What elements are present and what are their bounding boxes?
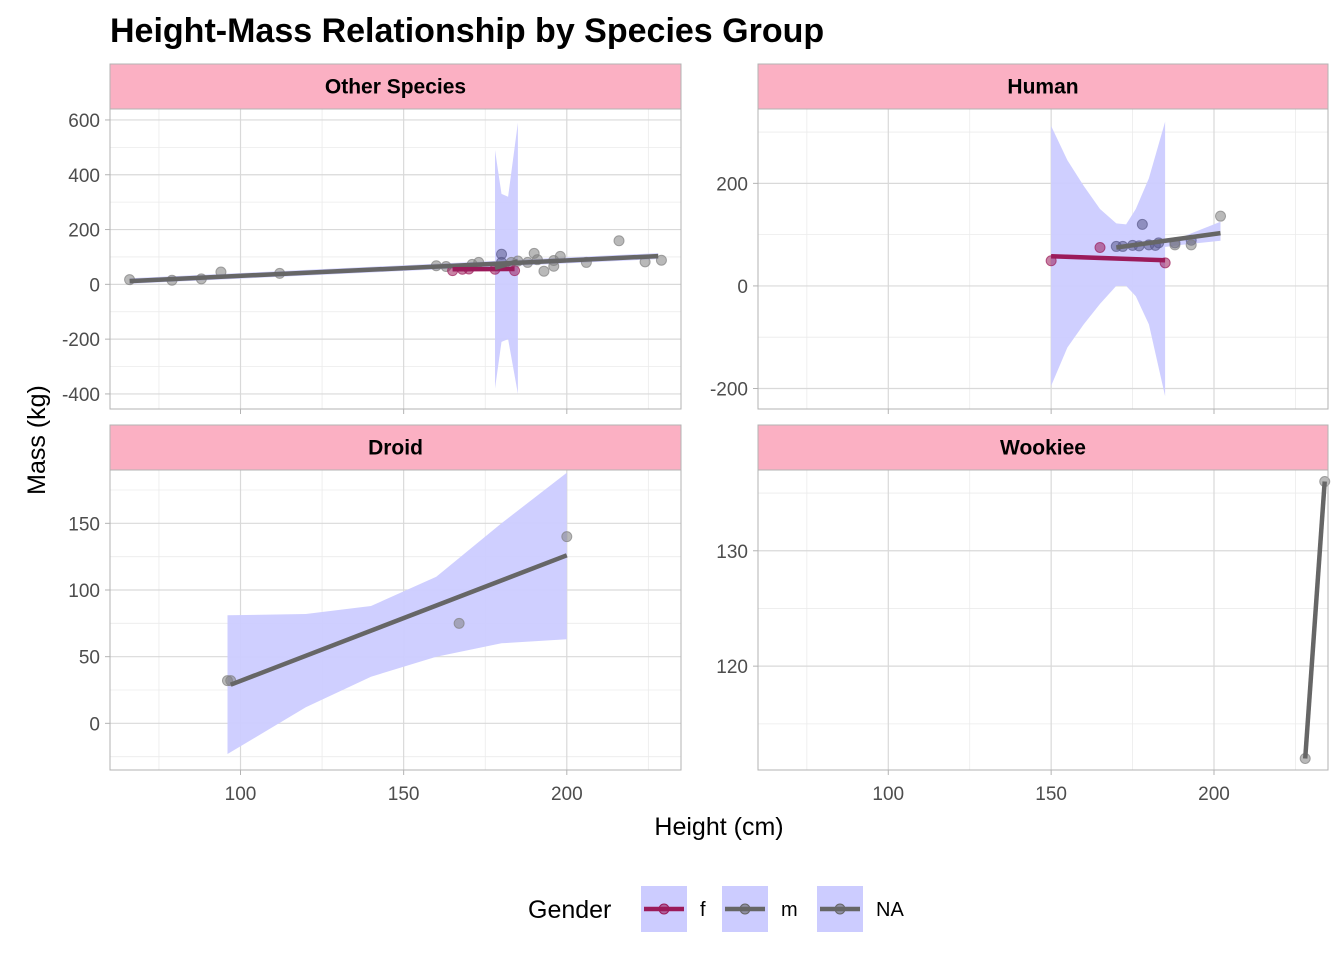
fit-line-m (1115, 230, 1221, 250)
legend-label-na: NA (876, 899, 904, 921)
panel-other-species: Other Species -400 -200 0 200 400 600 (62, 63, 682, 414)
y-tick-label: 0 (737, 277, 748, 298)
y-tick-label: 600 (68, 111, 100, 132)
fit-line-m (129, 253, 659, 284)
legend-label-f: f (700, 899, 706, 921)
panel-wookiee: Wookiee 120 130 100 150 200 (716, 424, 1331, 805)
strip-other-species (109, 63, 682, 110)
data-point-na (538, 265, 550, 277)
y-tick-label: -400 (62, 385, 100, 406)
legend-key-na (817, 886, 863, 932)
panel-human: Human -200 0 200 (710, 63, 1329, 414)
data-point-m (1136, 218, 1148, 230)
y-tick-label: 400 (68, 166, 100, 187)
data-point-na (613, 235, 625, 247)
x-tick-label: 200 (1198, 784, 1230, 805)
facet-panels: Other Species -400 -200 0 200 400 600 Human -200… (62, 63, 1331, 805)
panel-border (757, 469, 1329, 771)
legend-key-f (641, 886, 687, 932)
legend: Gender f m NA (528, 886, 904, 932)
fit-line-na (229, 553, 568, 687)
x-axis-title: Height (cm) (654, 813, 783, 841)
strip-label-other-species: Other Species (325, 76, 466, 99)
legend-title: Gender (528, 896, 611, 924)
data-point-na (453, 617, 465, 629)
y-tick-label: 50 (79, 648, 100, 669)
data-point-na (1185, 239, 1197, 251)
x-tick-label: 100 (225, 784, 257, 805)
strip-label-wookiee: Wookiee (1000, 437, 1086, 460)
x-tick-label: 100 (872, 784, 904, 805)
fit-line-f (1051, 253, 1166, 263)
y-axis-title: Mass (kg) (23, 385, 51, 495)
y-tick-label: -200 (62, 330, 100, 351)
panel-droid: Droid 0 50 100 150 100 150 200 (68, 424, 682, 805)
confidence-ribbon-f (495, 122, 518, 394)
data-point-na (655, 254, 667, 266)
y-tick-label: -200 (710, 379, 748, 400)
legend-key-point (834, 903, 846, 915)
data-point-na (1215, 210, 1227, 222)
x-tick-label: 200 (551, 784, 583, 805)
strip-label-droid: Droid (368, 437, 423, 460)
y-tick-label: 150 (68, 514, 100, 535)
legend-key-m (722, 886, 768, 932)
x-tick-label: 150 (388, 784, 420, 805)
panel-border (757, 108, 1329, 410)
strip-human (757, 63, 1329, 110)
y-tick-label: 100 (68, 581, 100, 602)
panel-background (758, 109, 1328, 409)
chart-title: Height-Mass Relationship by Species Grou… (110, 12, 824, 50)
panel-border (109, 469, 682, 771)
panel-background (758, 470, 1328, 770)
fit-line-m (1302, 481, 1327, 759)
y-tick-label: 130 (716, 542, 748, 563)
legend-label-m: m (781, 899, 798, 921)
strip-label-human: Human (1007, 76, 1078, 99)
legend-key-point (658, 903, 670, 915)
strip-wookiee (757, 424, 1329, 471)
strip-droid (109, 424, 682, 471)
fit-line-na (494, 259, 519, 271)
y-tick-label: 0 (89, 275, 100, 296)
y-tick-label: 120 (716, 657, 748, 678)
panel-border (109, 108, 682, 410)
legend-key-point (739, 903, 751, 915)
data-point-f (1094, 241, 1106, 253)
confidence-ribbon-na (227, 472, 567, 754)
y-tick-label: 0 (89, 714, 100, 735)
data-point-na (561, 531, 573, 543)
y-tick-label: 200 (68, 221, 100, 242)
y-tick-label: 200 (716, 174, 748, 195)
x-tick-label: 150 (1035, 784, 1067, 805)
